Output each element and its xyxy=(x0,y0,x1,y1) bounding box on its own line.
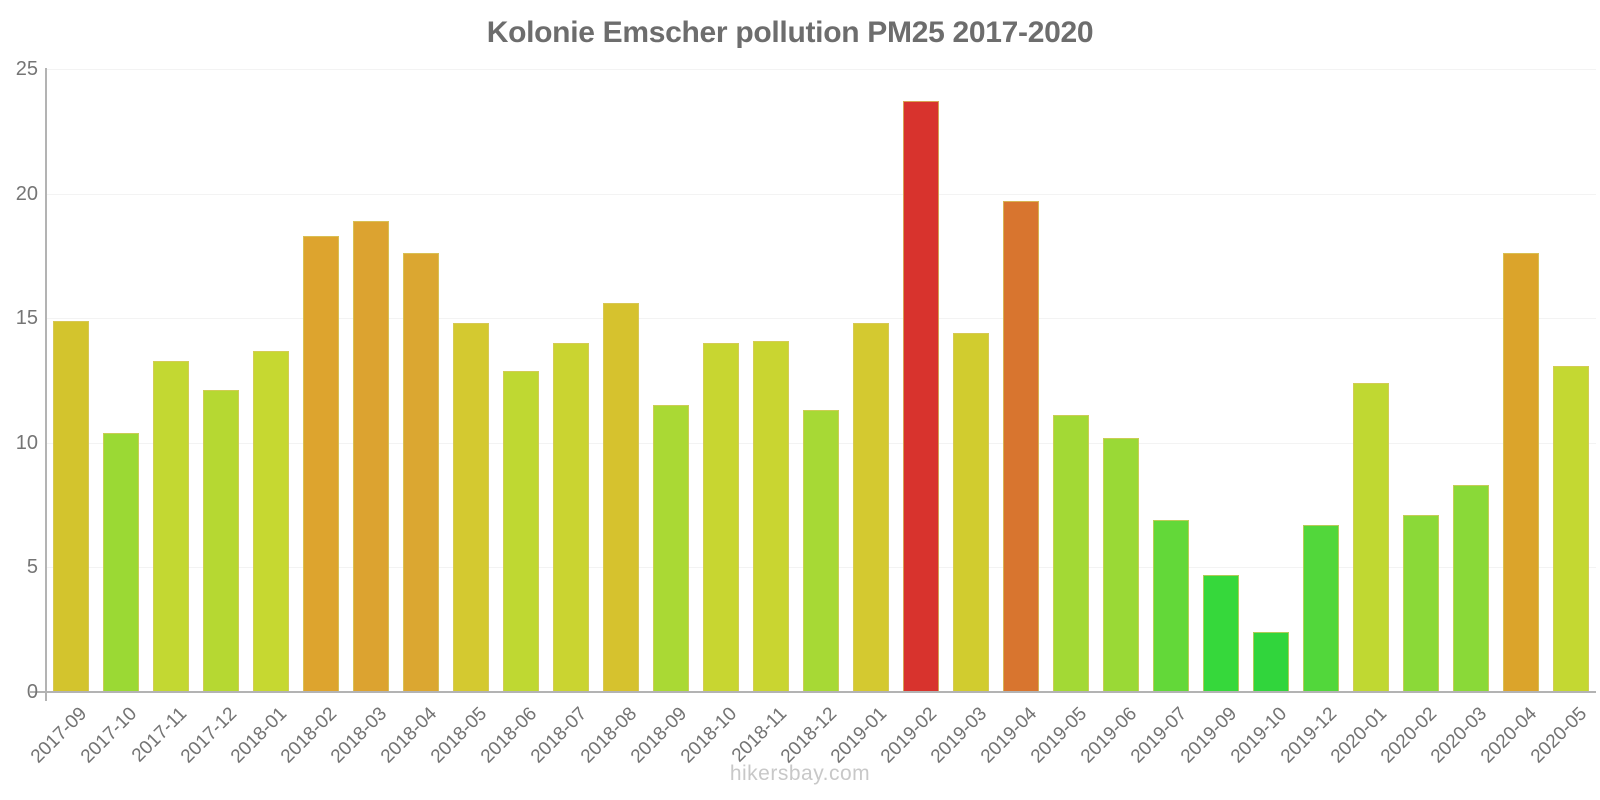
bar-2018-04 xyxy=(403,253,439,692)
gridline-y-15 xyxy=(46,318,1596,320)
bar-2018-12 xyxy=(803,410,839,692)
bar-2017-09 xyxy=(53,320,89,692)
bar-2018-03 xyxy=(353,221,389,692)
bar-2019-04 xyxy=(1003,201,1039,692)
y-tick-label-25: 25 xyxy=(15,58,38,80)
watermark-text: hikersbay.com xyxy=(729,762,871,785)
gridline-y-20 xyxy=(46,193,1596,195)
bar-2018-11 xyxy=(753,340,789,692)
bar-2017-12 xyxy=(203,390,239,692)
bar-2018-08 xyxy=(603,303,639,692)
chart-title: Kolonie Emscher pollution PM25 2017-2020 xyxy=(486,16,1094,49)
gridline-y-25 xyxy=(46,69,1596,70)
bar-2018-05 xyxy=(453,323,489,692)
bar-2018-10 xyxy=(703,343,739,692)
bar-2018-02 xyxy=(303,235,339,692)
bar-2019-05 xyxy=(1053,415,1089,692)
plot-area xyxy=(46,69,1596,692)
bar-2019-09 xyxy=(1203,574,1239,692)
bar-2020-03 xyxy=(1453,485,1489,692)
bar-2019-10 xyxy=(1253,632,1289,692)
bar-2020-01 xyxy=(1353,383,1389,692)
y-tick-label-20: 20 xyxy=(15,182,38,205)
bar-2019-07 xyxy=(1153,520,1189,692)
bar-2020-05 xyxy=(1553,365,1589,692)
y-axis-line xyxy=(45,68,47,693)
bar-2019-02 xyxy=(903,101,939,692)
bar-2018-06 xyxy=(503,370,539,692)
bar-2019-01 xyxy=(853,323,889,692)
y-tick-label-5: 5 xyxy=(26,556,38,579)
bar-2018-01 xyxy=(253,350,289,692)
y-tick-label-15: 15 xyxy=(15,307,38,330)
x-axis-line xyxy=(30,691,1596,693)
bar-2020-04 xyxy=(1503,253,1539,692)
x-axis-origin-tick xyxy=(45,693,47,701)
y-tick-label-0: 0 xyxy=(26,681,38,703)
bar-2018-07 xyxy=(553,343,589,692)
bar-2018-09 xyxy=(653,405,689,692)
bar-2019-12 xyxy=(1303,525,1339,692)
bar-2019-06 xyxy=(1103,437,1139,692)
y-tick-label-10: 10 xyxy=(15,431,38,454)
bar-2019-03 xyxy=(953,333,989,692)
bar-2017-10 xyxy=(103,432,139,692)
bar-2020-02 xyxy=(1403,515,1439,692)
bar-2017-11 xyxy=(153,360,189,692)
